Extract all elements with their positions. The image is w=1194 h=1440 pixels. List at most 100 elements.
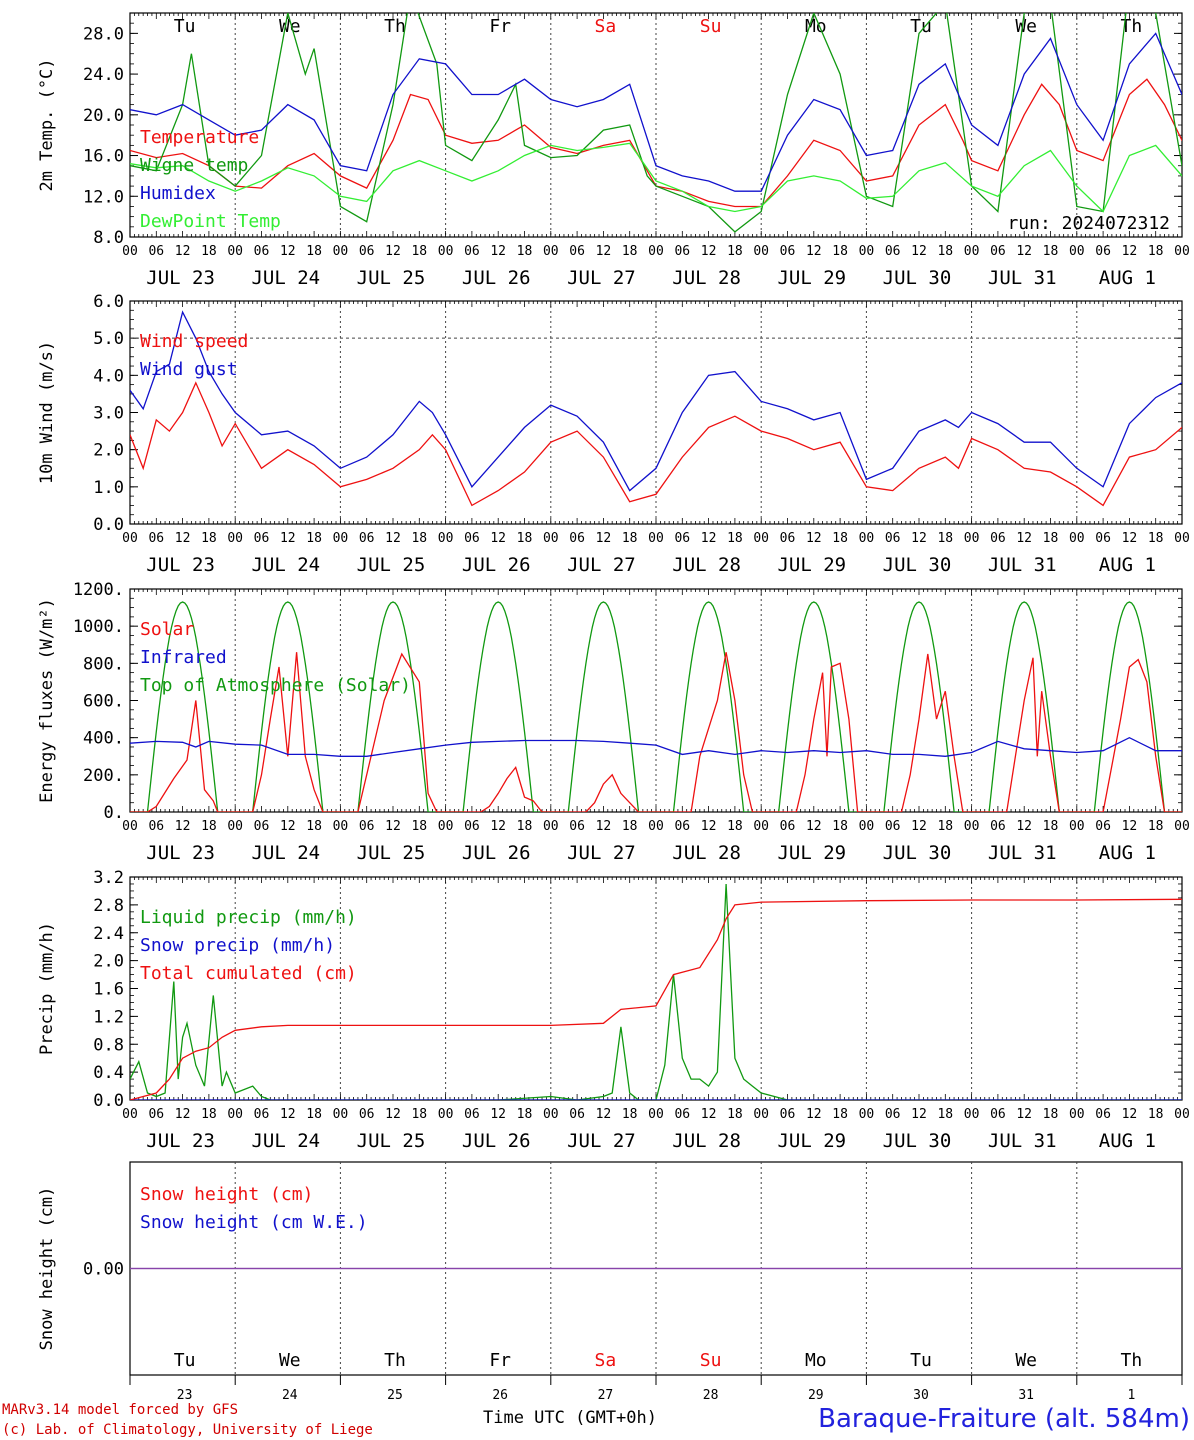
panel-precip: 0.0 0.4 0.8 1.2 1.6 2.0 2.4 2.8 3.2 Precip (mm/h)… bbox=[37, 868, 1190, 1152]
x-date-label: AUG 1 bbox=[1099, 554, 1156, 576]
x-hour-label: 06 bbox=[359, 531, 375, 546]
x-hour-label: 00 bbox=[543, 1107, 559, 1122]
x-hour-label: 06 bbox=[569, 819, 585, 834]
x-hour-label: 00 bbox=[648, 531, 664, 546]
x-date-label: JUL 26 bbox=[462, 1130, 531, 1152]
x-hour-label: 06 bbox=[674, 531, 690, 546]
x-hour-label: 06 bbox=[254, 531, 270, 546]
x-hour-label: 12 bbox=[490, 1107, 506, 1122]
legend-item: Wigne temp bbox=[140, 155, 248, 176]
x-hour-label: 00 bbox=[122, 531, 138, 546]
legend-item: DewPoint Temp bbox=[140, 211, 281, 232]
x-date-label: JUL 31 bbox=[988, 267, 1057, 289]
x-hour-label: 00 bbox=[1069, 819, 1085, 834]
x-hour-label: 18 bbox=[306, 244, 322, 259]
x-date-label: JUL 23 bbox=[146, 842, 215, 864]
day-number-label: 23 bbox=[177, 1388, 193, 1403]
x-hour-label: 18 bbox=[832, 531, 848, 546]
x-hour-label: 06 bbox=[780, 244, 796, 259]
x-date-label: JUL 24 bbox=[251, 1130, 320, 1152]
x-date-label: JUL 31 bbox=[988, 554, 1057, 576]
x-hour-label: 18 bbox=[517, 819, 533, 834]
x-hour-label: 06 bbox=[780, 819, 796, 834]
x-hour-label: 00 bbox=[964, 819, 980, 834]
x-hour-label: 06 bbox=[148, 819, 164, 834]
series-group bbox=[130, 13, 1182, 233]
x-hour-label: 18 bbox=[937, 244, 953, 259]
x-hour-label: 12 bbox=[806, 819, 822, 834]
x-hour-label: 06 bbox=[674, 244, 690, 259]
x-hour-label: 18 bbox=[411, 531, 427, 546]
x-hour-label: 12 bbox=[596, 244, 612, 259]
x-hour-label: 00 bbox=[227, 244, 243, 259]
x-hour-label: 06 bbox=[254, 819, 270, 834]
x-date-label: JUL 29 bbox=[777, 554, 846, 576]
footer: MARv3.14 model forced by GFS (c) Lab. of… bbox=[2, 1402, 1190, 1438]
x-date-label: JUL 28 bbox=[672, 267, 741, 289]
panel-wind: 0.0 1.0 2.0 3.0 4.0 5.0 6.0 10m Wind (m/s) 00 06 1… bbox=[37, 292, 1190, 576]
x-hour-label: 00 bbox=[1174, 1107, 1190, 1122]
x-hour-label: 06 bbox=[359, 819, 375, 834]
x-hour-label: 12 bbox=[701, 531, 717, 546]
x-hour-label: 00 bbox=[753, 531, 769, 546]
x-date-label: JUL 28 bbox=[672, 1130, 741, 1152]
x-date-label: JUL 31 bbox=[988, 1130, 1057, 1152]
panel-temperature: 8.0 12.0 16.0 20.0 24.0 28.0 2m Temp. (°C) 00 06… bbox=[37, 12, 1190, 289]
x-date-label: JUL 30 bbox=[883, 267, 952, 289]
x-hour-label: 18 bbox=[411, 244, 427, 259]
series-line-wind-gust bbox=[130, 310, 1182, 492]
x-hour-label: 00 bbox=[227, 819, 243, 834]
series-line-solar bbox=[130, 652, 1182, 812]
y-tick-label: 2.0 bbox=[93, 441, 124, 461]
x-hour-label: 18 bbox=[727, 244, 743, 259]
legend-item: Wind speed bbox=[140, 331, 248, 352]
x-hour-label: 18 bbox=[201, 531, 217, 546]
y-tick-label: 3.2 bbox=[93, 868, 124, 888]
x-hour-label: 18 bbox=[306, 819, 322, 834]
x-hour-label: 12 bbox=[280, 244, 296, 259]
station-name: Baraque-Fraiture (alt. 584m) bbox=[818, 1404, 1190, 1434]
x-axis-title: Time UTC (GMT+0h) bbox=[483, 1408, 657, 1428]
x-hour-label: 18 bbox=[1148, 531, 1164, 546]
weekday-label: We bbox=[1015, 16, 1037, 37]
x-hour-label: 06 bbox=[569, 244, 585, 259]
y-tick-label: 1.0 bbox=[93, 478, 124, 498]
x-date-label: JUL 29 bbox=[777, 842, 846, 864]
x-date-label: JUL 28 bbox=[672, 842, 741, 864]
x-hour-label: 06 bbox=[990, 531, 1006, 546]
x-hour-label: 00 bbox=[859, 531, 875, 546]
x-date-label: JUL 25 bbox=[357, 842, 426, 864]
legend-item: Snow height (cm) bbox=[140, 1184, 313, 1205]
x-hour-label: 12 bbox=[385, 531, 401, 546]
x-hour-label: 00 bbox=[122, 244, 138, 259]
x-hour-label: 00 bbox=[753, 244, 769, 259]
x-hour-label: 18 bbox=[727, 819, 743, 834]
x-hour-label: 00 bbox=[1069, 1107, 1085, 1122]
day-number-label: 30 bbox=[913, 1388, 929, 1403]
x-hour-label: 12 bbox=[806, 244, 822, 259]
x-date-label: JUL 30 bbox=[883, 554, 952, 576]
x-hour-label: 06 bbox=[569, 531, 585, 546]
y-tick-label: 6.0 bbox=[93, 292, 124, 312]
x-hour-label: 18 bbox=[411, 819, 427, 834]
y-tick-label: 3.0 bbox=[93, 404, 124, 424]
x-hour-label: 00 bbox=[227, 531, 243, 546]
y-axis-title: 2m Temp. (°C) bbox=[37, 58, 57, 191]
x-hour-label: 00 bbox=[753, 819, 769, 834]
day-number-label: 27 bbox=[598, 1388, 614, 1403]
x-hour-label: 00 bbox=[543, 819, 559, 834]
x-date-label: JUL 23 bbox=[146, 1130, 215, 1152]
weekday-label: Th bbox=[384, 16, 406, 37]
x-hour-label: 06 bbox=[464, 1107, 480, 1122]
y-tick-label: 400. bbox=[83, 729, 124, 749]
x-hour-label: 06 bbox=[990, 1107, 1006, 1122]
x-hour-label: 06 bbox=[464, 819, 480, 834]
x-hour-label: 12 bbox=[490, 819, 506, 834]
x-hour-label: 00 bbox=[438, 531, 454, 546]
x-hour-label: 12 bbox=[911, 244, 927, 259]
y-tick-label: 200. bbox=[83, 766, 124, 786]
lab-credit: (c) Lab. of Climatology, University of L… bbox=[2, 1422, 373, 1438]
x-hour-label: 06 bbox=[148, 1107, 164, 1122]
weekday-label: Tu bbox=[910, 1350, 932, 1371]
